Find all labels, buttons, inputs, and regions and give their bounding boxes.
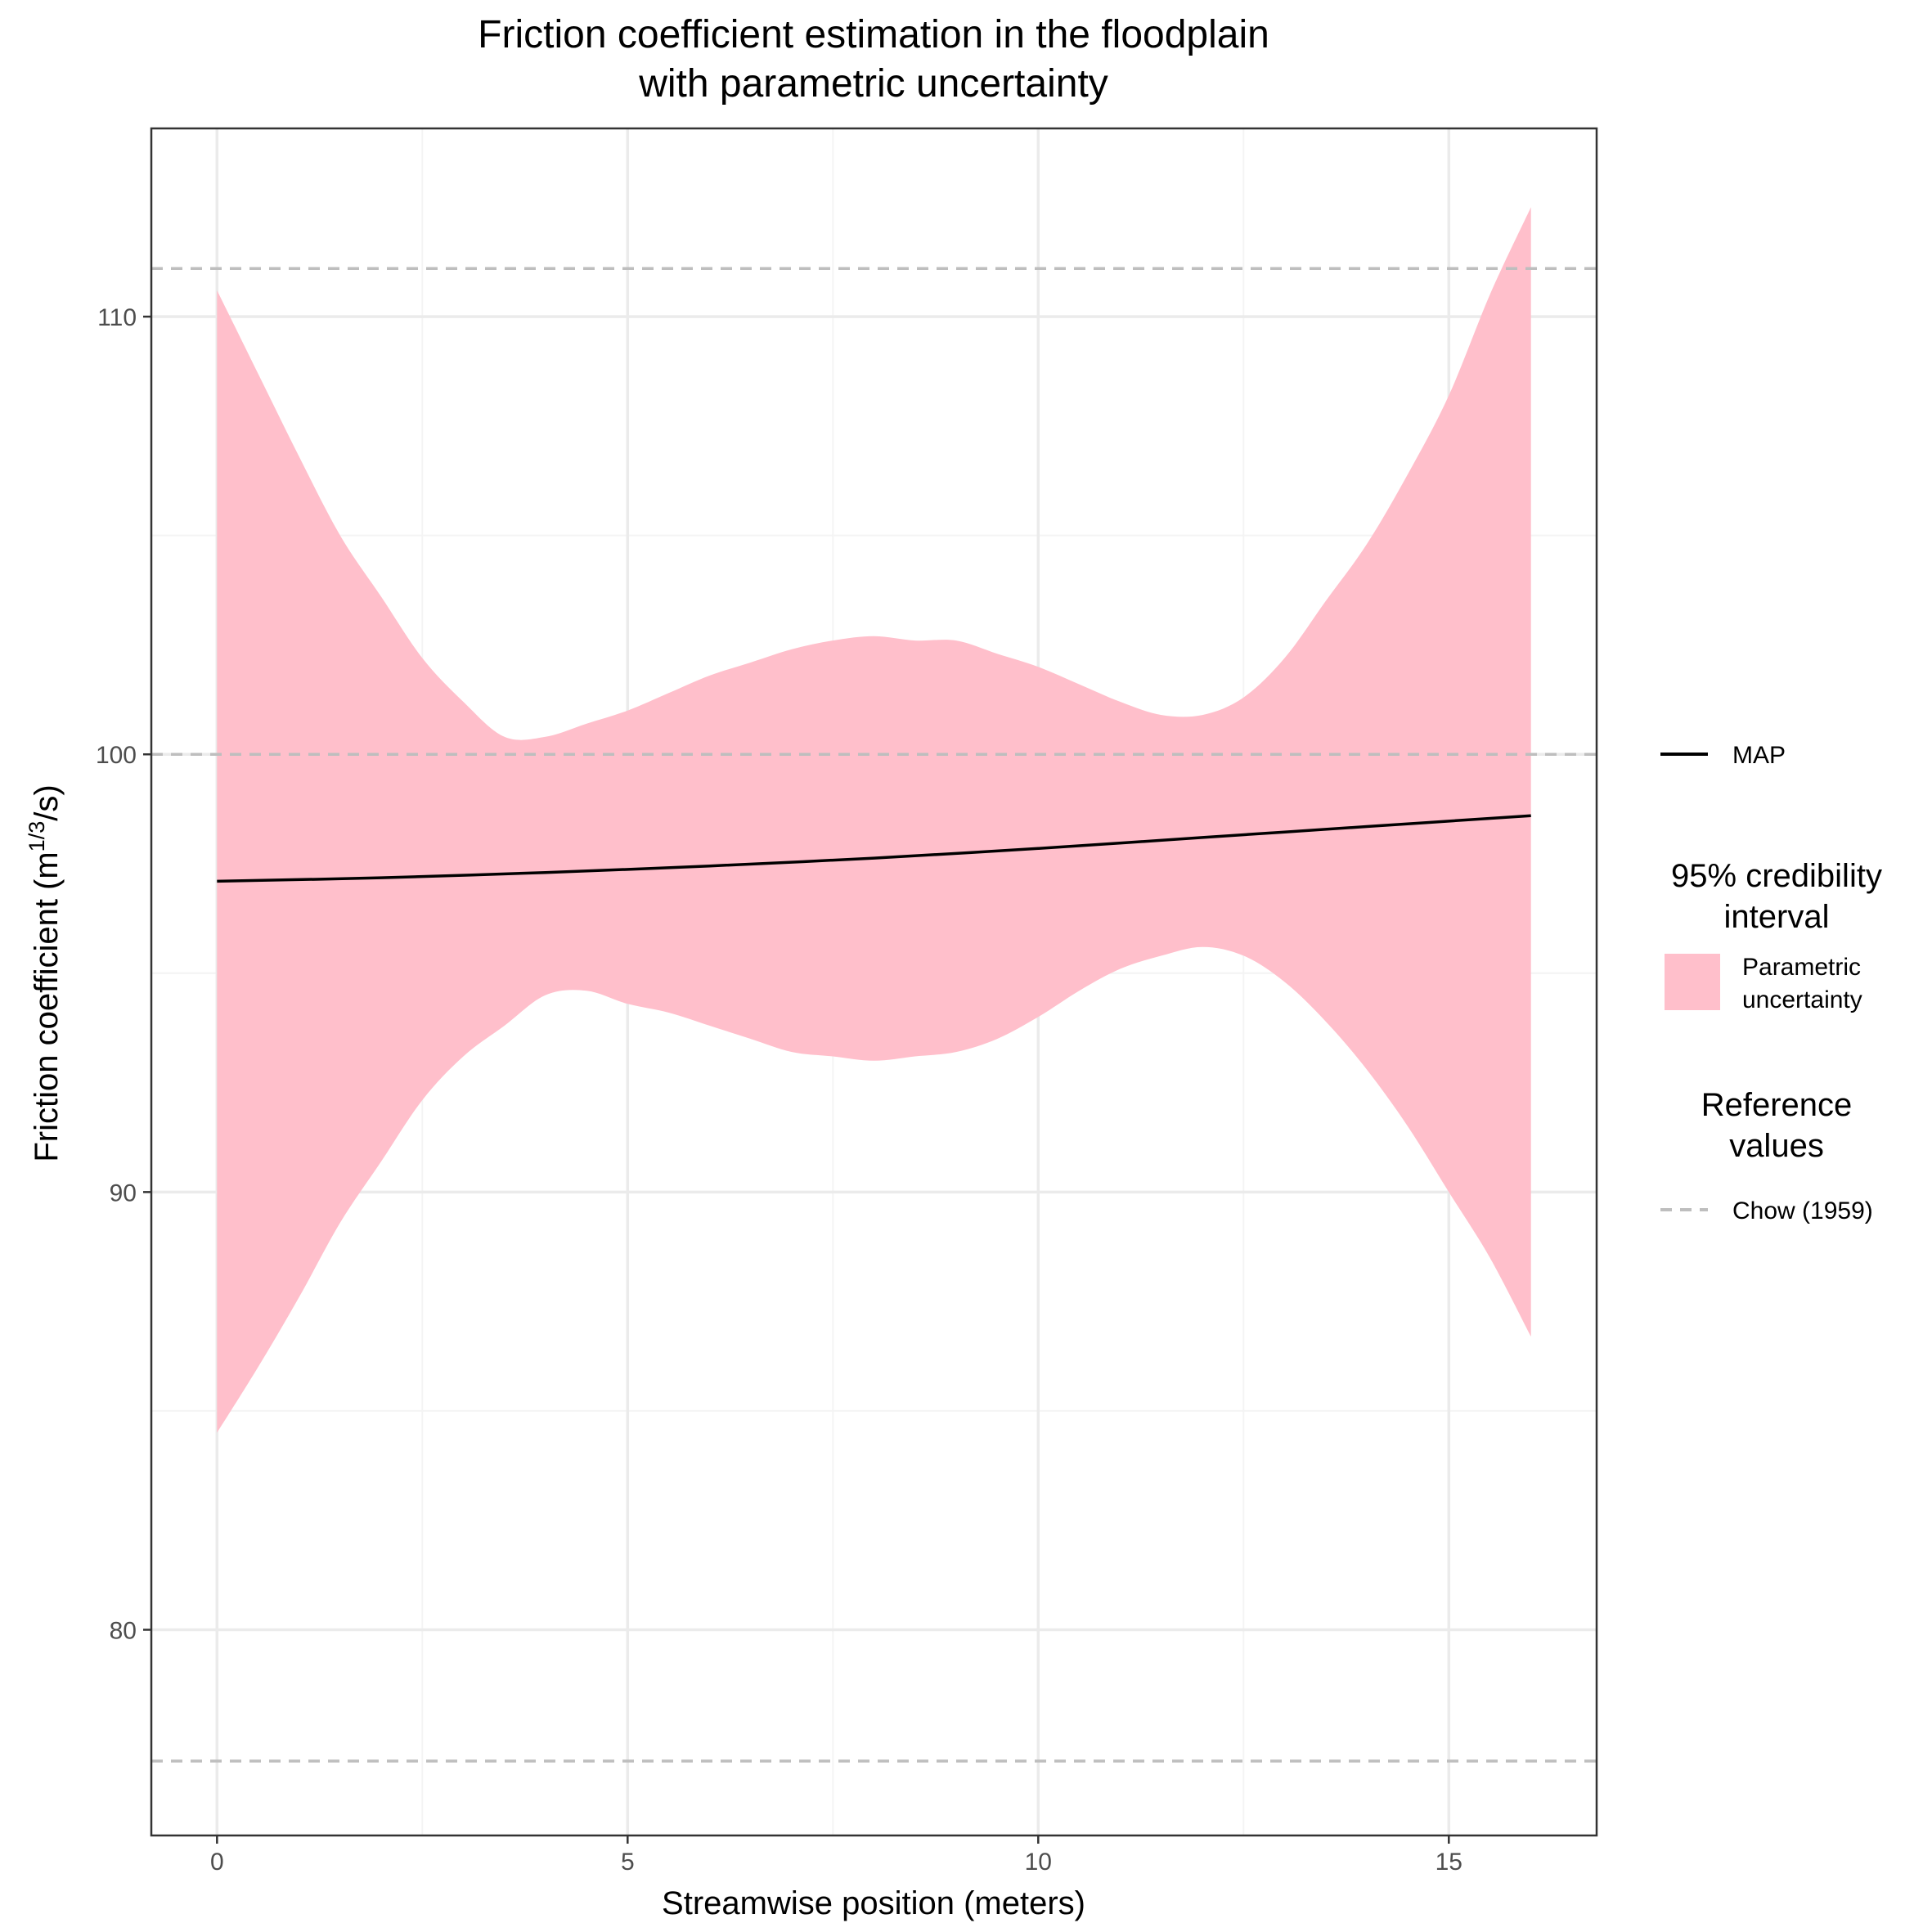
chart-title-line-2: with parametric uncertainty (638, 62, 1108, 106)
legend-band-title-line-1: 95% credibility (1671, 858, 1882, 894)
y-tick-label: 110 (97, 304, 137, 331)
legend-ref-title-line-1: Reference (1701, 1087, 1853, 1123)
y-axis-ticks: 80 90 100 110 (96, 304, 151, 1644)
x-axis-ticks: 0 5 10 15 (210, 1835, 1462, 1876)
legend-ref-label: Chow (1959) (1732, 1197, 1873, 1224)
uncertainty-band (217, 207, 1531, 1433)
reference-lines (151, 267, 1597, 1763)
x-tick-label: 5 (621, 1849, 635, 1876)
y-axis-title-tail: /s) (29, 784, 65, 820)
y-tick-label: 100 (96, 742, 137, 769)
map-line (217, 814, 1531, 883)
legend-band-key (1665, 954, 1720, 1010)
x-axis-title: Streamwise position (meters) (662, 1885, 1085, 1921)
x-tick-label: 0 (210, 1849, 224, 1876)
plot-panel (150, 127, 1598, 1837)
y-axis-title-main: Friction coefficient (m (29, 851, 65, 1161)
y-axis-title: Friction coefficient (m1/3/s) (25, 784, 65, 1161)
y-axis-title-superscript: 1/3 (25, 821, 49, 852)
x-tick-label: 15 (1436, 1849, 1462, 1876)
legend-band-label-line-1: Parametric (1742, 954, 1861, 981)
y-tick-label: 90 (110, 1179, 137, 1206)
legend-band-label-line-2: uncertainty (1742, 986, 1862, 1013)
y-tick-label: 80 (110, 1617, 137, 1644)
legend-map-label: MAP (1732, 742, 1786, 769)
legend: MAP 95% credibility interval Parametric … (1660, 742, 1882, 1224)
chart-title-line-1: Friction coefficient estimation in the f… (478, 13, 1269, 56)
x-tick-label: 10 (1025, 1849, 1052, 1876)
legend-band-title-line-2: interval (1724, 899, 1830, 935)
panel-border (150, 127, 1598, 1837)
legend-ref-title-line-2: values (1729, 1128, 1824, 1164)
